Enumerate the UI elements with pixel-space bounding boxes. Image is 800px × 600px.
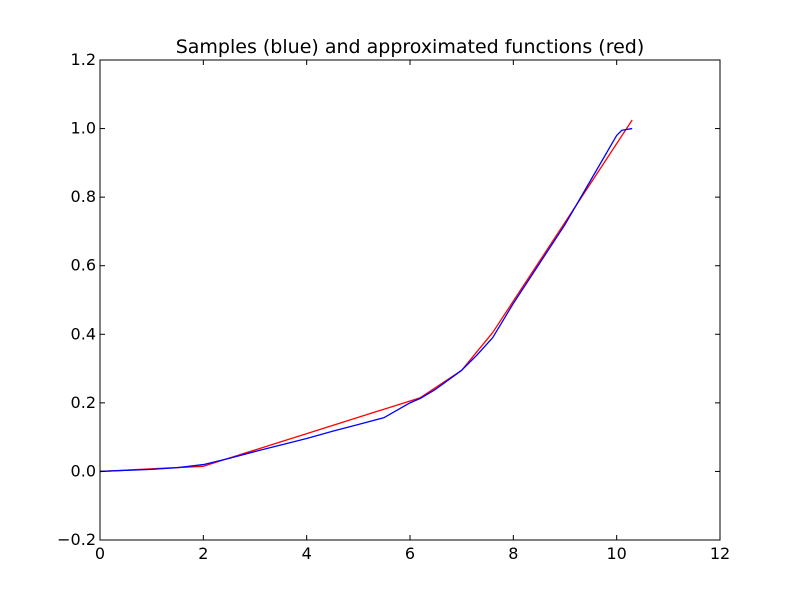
series-line-0: [99, 119, 633, 473]
x-tick-label-6: 12: [710, 544, 730, 563]
y-tick-label-6: 1.0: [71, 119, 96, 138]
y-tick-label-2: 0.2: [71, 393, 96, 412]
series-layer: [99, 119, 633, 473]
series-line-1: [99, 127, 633, 473]
ticks-layer: 0 2 4 6 8 10 12 −0.2 0.0 0.2 0.4 0.6 0.8 1.0 1.2: [57, 50, 730, 563]
x-tick-label-1: 2: [198, 544, 208, 563]
plot-frame: [99, 59, 721, 541]
y-tick-label-0: −0.2: [57, 530, 96, 549]
y-tick-label-7: 1.2: [71, 50, 96, 69]
y-tick-label-5: 0.8: [71, 187, 96, 206]
chart-title: Samples (blue) and approximated function…: [176, 36, 645, 58]
x-tick-label-0: 0: [95, 544, 105, 563]
x-tick-label-4: 8: [508, 544, 518, 563]
x-tick-label-2: 4: [302, 544, 312, 563]
y-tick-label-3: 0.4: [71, 324, 96, 343]
x-tick-label-3: 6: [405, 544, 415, 563]
y-tick-label-1: 0.0: [71, 461, 96, 480]
x-tick-label-5: 10: [606, 544, 626, 563]
y-tick-label-4: 0.6: [71, 256, 96, 275]
